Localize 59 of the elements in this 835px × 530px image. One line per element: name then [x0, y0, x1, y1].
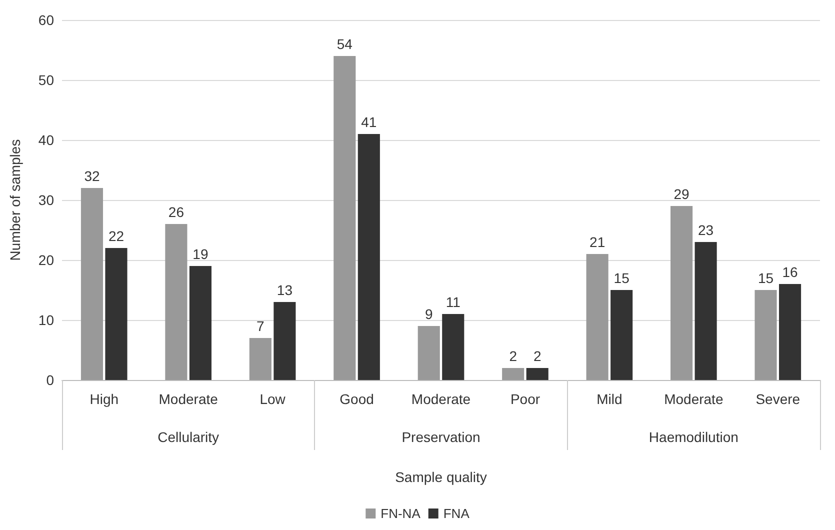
- legend-label: FNA: [443, 506, 470, 521]
- data-label: 22: [108, 228, 124, 244]
- data-label: 15: [614, 270, 630, 286]
- text: Cellularity: [158, 429, 220, 445]
- bar: [165, 224, 188, 380]
- bar: [418, 326, 440, 380]
- legend-label: FN-NA: [380, 506, 421, 521]
- bar: [586, 254, 608, 380]
- y-tick-label: 40: [38, 132, 54, 148]
- text: Preservation: [402, 429, 480, 445]
- bar: [754, 290, 777, 380]
- y-tick-label: 60: [38, 12, 54, 28]
- data-label: 7: [256, 318, 265, 334]
- data-label: 9: [424, 306, 433, 322]
- data-label: 54: [336, 36, 353, 52]
- x-tick-label: Low: [260, 391, 286, 407]
- y-tick-label: 0: [46, 372, 54, 388]
- data-label: 13: [276, 282, 293, 298]
- data-label: 19: [192, 246, 208, 262]
- y-tick-label: 50: [38, 72, 54, 88]
- data-label: 21: [590, 234, 606, 250]
- bar: [502, 368, 524, 380]
- bar: [189, 266, 212, 380]
- x-tick-label: Moderate: [158, 391, 218, 407]
- data-label: 29: [674, 186, 690, 202]
- bar: [80, 188, 104, 380]
- data-label: 2: [509, 348, 518, 364]
- y-tick-label: 20: [38, 252, 54, 268]
- x-tick-label: High: [90, 391, 119, 407]
- x-tick-label: Severe: [756, 391, 800, 407]
- x-tick-label: Good: [340, 391, 374, 407]
- x-tick-label: Moderate: [411, 391, 471, 407]
- x-tick-label: Mild: [596, 391, 622, 407]
- bar: [526, 368, 548, 380]
- y-axis-title: Number of samples: [7, 139, 23, 261]
- data-label: 26: [168, 204, 184, 220]
- bar: [105, 248, 128, 380]
- bar: [274, 302, 296, 380]
- data-label: 15: [758, 270, 774, 286]
- x-tick-label: Poor: [510, 391, 540, 407]
- data-label: 16: [782, 264, 798, 280]
- x-axis-title: Sample quality: [395, 469, 487, 485]
- y-tick-label: 30: [38, 192, 54, 208]
- data-label: 11: [446, 294, 461, 310]
- bar: [334, 56, 356, 380]
- data-label: 2: [533, 348, 542, 364]
- data-label: 41: [361, 114, 377, 130]
- bar: [358, 134, 380, 380]
- text: Haemodilution: [648, 429, 738, 445]
- x-tick-label: Moderate: [664, 391, 724, 407]
- data-label: 32: [84, 168, 100, 184]
- bar: [670, 206, 693, 380]
- bar: [694, 242, 717, 380]
- bar: [249, 338, 272, 380]
- bar: [442, 314, 464, 380]
- data-label: 23: [698, 222, 714, 238]
- y-tick-label: 10: [38, 312, 54, 328]
- bar: [778, 284, 802, 380]
- bar: [610, 290, 633, 380]
